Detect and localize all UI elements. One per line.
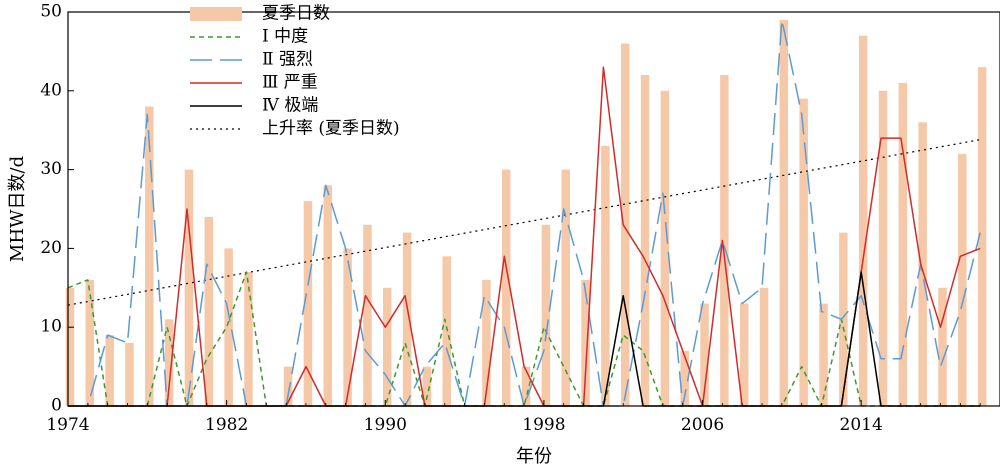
bar-2010 [779,19,789,406]
legend-label-bars: 夏季日数 [262,4,330,24]
x-tick-label-1990: 1990 [364,415,407,435]
bar-2017 [918,122,927,406]
bar-1974 [65,287,75,406]
bar-1997 [521,366,531,406]
x-tick-label-2006: 2006 [681,415,724,435]
bar-1978 [145,106,154,406]
y-axis-title: MHW日数/d [7,156,28,262]
bar-1999 [561,169,570,406]
bar-1996 [501,169,511,406]
trend-layer [67,139,981,306]
y-tick-label-20: 20 [40,238,62,258]
bar-2012 [819,303,828,406]
bar-1989 [363,224,372,406]
bar-1975 [85,279,95,406]
bar-2003 [640,75,650,406]
bar-2019 [958,153,967,406]
bar-2000 [581,279,590,406]
y-tick-label-10: 10 [40,317,62,337]
bar-1979 [164,319,174,406]
x-tick-label-2014: 2014 [840,415,883,435]
bar-2016 [898,82,908,407]
y-tick-label-40: 40 [40,80,62,100]
bar-1980 [184,169,194,406]
plot-frame [67,11,1000,407]
legend-label-trend: 上升率 (夏季日数) [262,119,400,139]
y-tick-label-0: 0 [51,396,62,416]
bar-1981 [204,216,214,406]
bar-2014 [858,35,868,406]
x-tick-label-1998: 1998 [522,415,565,435]
legend-swatch-bars [190,7,242,21]
bar-1992 [422,366,432,406]
bar-1983 [244,272,253,406]
bar-1985 [283,366,293,406]
bar-1986 [303,201,313,406]
bar-2009 [759,287,769,406]
bar-2008 [739,303,749,406]
bar-2006 [700,303,709,406]
trend-line [67,139,981,306]
ticks-layer: 0 10 20 30 40 50 1974 1982 1990 1998 2006 2014 [40,2,981,435]
bar-2007 [720,75,729,406]
legend-label-extreme: Ⅳ 极端 [262,96,318,116]
x-tick-label-1974: 1974 [46,415,89,435]
x-tick-label-1982: 1982 [205,415,248,435]
plot-area [65,19,987,407]
y-tick-label-30: 30 [40,159,62,179]
bar-2011 [799,98,808,407]
x-axis-title: 年份 [516,446,552,467]
bar-1976 [105,335,114,406]
bar-2015 [878,90,888,407]
bar-2004 [660,90,670,407]
legend-label-moderate: Ⅰ 中度 [262,27,308,47]
series-line-moderate [67,271,981,407]
bar-1977 [125,342,134,406]
bar-1982 [224,248,233,406]
bar-2013 [839,232,848,406]
bar-2018 [938,287,947,406]
bar-1987 [323,185,333,406]
bar-2005 [680,350,689,406]
bar-1988 [343,248,352,406]
bar-2001 [601,145,610,406]
legend-label-strong: Ⅱ 强烈 [262,50,313,70]
legend-label-severe: Ⅲ 严重 [262,73,318,93]
bar-1990 [383,287,392,406]
bar-2020 [977,67,987,406]
bar-1995 [482,279,491,406]
bar-1998 [541,224,551,406]
y-tick-label-50: 50 [40,2,62,22]
bar-1991 [402,232,412,406]
bar-2002 [620,43,630,407]
